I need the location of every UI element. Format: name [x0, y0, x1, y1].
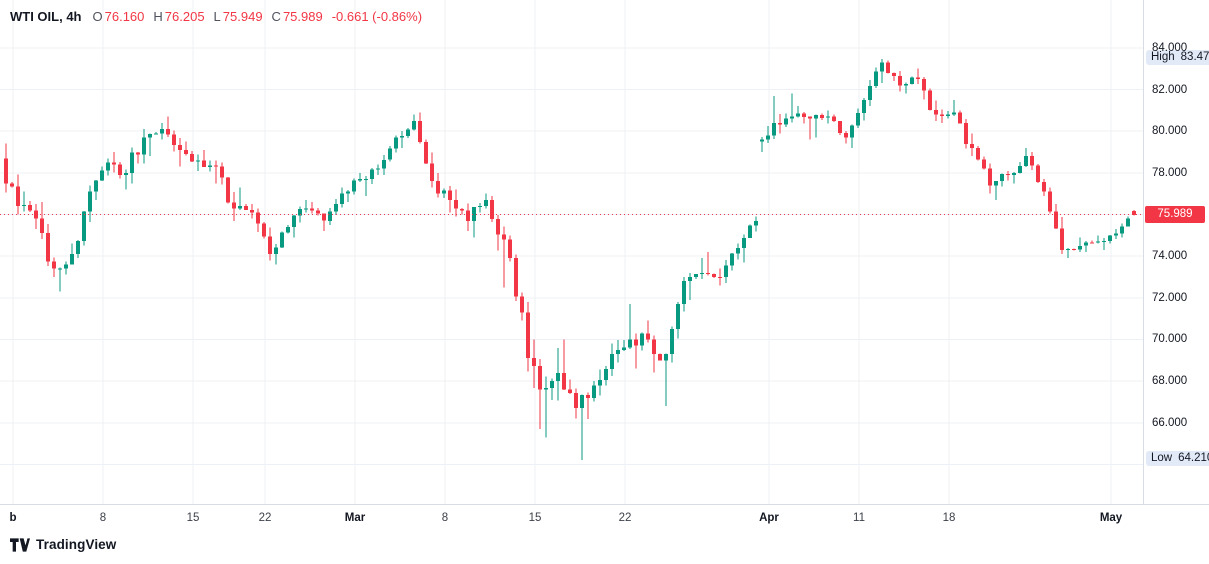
- low-value: 75.949: [223, 9, 263, 24]
- price-axis-label: 68.000: [1152, 374, 1187, 388]
- price-axis-label: 70.000: [1152, 332, 1187, 346]
- close-value: 75.989: [283, 9, 323, 24]
- price-axis-label: 78.000: [1152, 166, 1187, 180]
- high-value: 76.205: [165, 9, 205, 24]
- symbol-title[interactable]: WTI OIL, 4h: [10, 9, 82, 24]
- low-price-marker: Low 64.210: [1146, 451, 1209, 466]
- time-axis-label: Mar: [345, 512, 365, 524]
- low-marker-value: 64.210: [1178, 452, 1209, 464]
- time-axis-label: 8: [100, 512, 106, 524]
- price-axis-label: 72.000: [1152, 291, 1187, 305]
- tradingview-logo-icon: [10, 538, 30, 552]
- time-axis-label: May: [1100, 512, 1122, 524]
- tradingview-logo-text: TradingView: [36, 537, 116, 552]
- candlestick-plot[interactable]: [0, 0, 1143, 504]
- open-label: O: [93, 9, 103, 24]
- high-readout: H76.205: [153, 9, 204, 24]
- last-price-badge: 75.989: [1145, 206, 1205, 223]
- time-axis-label: b: [9, 512, 16, 524]
- time-axis[interactable]: b 8 15 22 Mar 8 15 22 Apr 11 18 May: [0, 504, 1209, 530]
- symbol-legend: WTI OIL, 4h O76.160 H76.205 L75.949 C75.…: [10, 9, 422, 24]
- gridlines: [0, 0, 1143, 504]
- price-axis-label: 82.000: [1152, 83, 1187, 97]
- low-label: L: [214, 9, 221, 24]
- tradingview-logo[interactable]: TradingView: [10, 537, 116, 552]
- price-axis-label: 84.000: [1152, 41, 1187, 55]
- time-axis-label: 15: [529, 512, 542, 524]
- price-axis[interactable]: High 83.478 Low 64.210 75.989 84.00082.0…: [1143, 0, 1209, 530]
- time-axis-label: 22: [259, 512, 272, 524]
- open-readout: O76.160: [93, 9, 145, 24]
- price-axis-label: 66.000: [1152, 416, 1187, 430]
- price-axis-label: 74.000: [1152, 249, 1187, 263]
- change-readout: -0.661 (-0.86%): [332, 9, 422, 24]
- open-value: 76.160: [105, 9, 145, 24]
- time-axis-label: 15: [187, 512, 200, 524]
- tradingview-chart-window: WTI OIL, 4h O76.160 H76.205 L75.949 C75.…: [0, 0, 1209, 564]
- high-label: H: [153, 9, 162, 24]
- time-axis-label: 8: [442, 512, 448, 524]
- low-readout: L75.949: [214, 9, 263, 24]
- price-axis-label: 80.000: [1152, 124, 1187, 138]
- close-readout: C75.989: [272, 9, 323, 24]
- low-marker-label: Low: [1151, 452, 1172, 464]
- close-label: C: [272, 9, 281, 24]
- candles: [4, 59, 1136, 460]
- time-axis-label: Apr: [759, 512, 779, 524]
- time-axis-label: 18: [943, 512, 956, 524]
- time-axis-label: 22: [619, 512, 632, 524]
- time-axis-label: 11: [853, 512, 865, 524]
